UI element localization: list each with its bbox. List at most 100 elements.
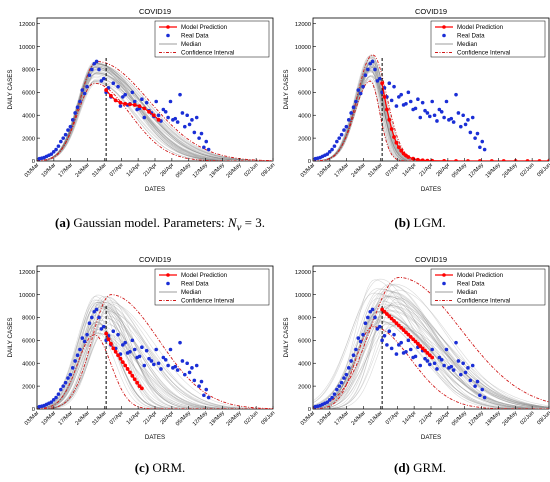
real-data-point	[468, 378, 473, 383]
real-data-point	[182, 372, 187, 377]
model-prediction-point	[139, 386, 144, 391]
legend-label: Model Prediction	[181, 272, 228, 279]
real-data-point	[90, 67, 94, 72]
real-data-point	[370, 59, 375, 64]
x-tick-label: 31/Mar	[367, 410, 384, 427]
ensemble-curve	[313, 54, 549, 161]
real-data-point	[356, 336, 361, 340]
real-data-point	[154, 347, 158, 352]
real-data-point	[425, 111, 430, 115]
median-line	[37, 72, 273, 161]
real-data-point	[366, 67, 370, 72]
model-prediction-point	[384, 312, 389, 316]
ensemble-curve	[313, 324, 549, 408]
ensemble-curve	[313, 283, 549, 409]
real-data-point	[408, 347, 413, 352]
real-data-point	[458, 124, 463, 129]
real-data-point	[480, 139, 485, 144]
real-data-point	[168, 347, 173, 352]
real-data-point	[101, 76, 106, 81]
real-data-point	[413, 106, 418, 111]
real-data-point	[389, 346, 394, 351]
ensemble-curve	[37, 299, 273, 409]
model-prediction-point	[108, 341, 113, 346]
ensemble-curve	[37, 306, 273, 409]
ensemble-curve	[37, 305, 273, 409]
x-tick-label: 05/May	[175, 162, 192, 179]
real-data-point	[66, 128, 70, 132]
model-prediction-point	[501, 159, 506, 161]
real-data-point	[449, 116, 454, 121]
real-data-point	[190, 366, 194, 370]
real-data-point	[168, 99, 173, 104]
model-prediction-point	[477, 159, 482, 161]
real-data-point	[442, 363, 446, 368]
real-data-point	[197, 384, 201, 388]
real-data-point	[97, 315, 101, 320]
real-data-point	[470, 115, 475, 120]
x-tick-label: 21/Apr	[143, 162, 159, 178]
real-data-point	[458, 372, 463, 377]
plot-area	[313, 54, 549, 161]
x-tick-label: 19/May	[209, 162, 226, 179]
real-data-point	[473, 136, 477, 140]
real-data-point	[351, 353, 356, 358]
real-data-point	[375, 327, 380, 331]
real-data-point	[406, 90, 411, 95]
real-data-point	[111, 329, 116, 334]
model-prediction-point	[142, 106, 147, 111]
model-prediction-point	[547, 159, 549, 161]
caption-text: Gaussian model. Parameters:	[70, 215, 228, 230]
real-data-point	[173, 364, 178, 369]
model-prediction-point	[525, 159, 530, 161]
y-tick-label: 10000	[19, 293, 35, 299]
x-axis-label: DATES	[145, 186, 165, 193]
real-data-point	[80, 88, 85, 92]
legend-label: Confidence Interval	[457, 298, 510, 305]
model-prediction-point	[513, 159, 518, 161]
real-data-point	[87, 73, 92, 77]
ensemble-curve	[313, 318, 549, 409]
model-prediction-point	[137, 384, 142, 389]
real-data-point	[194, 363, 199, 368]
legend-label: Model Prediction	[457, 24, 504, 31]
legend-swatch-real	[442, 33, 446, 38]
ensemble-curve	[37, 308, 273, 409]
x-tick-label: 02/Jun	[519, 410, 535, 426]
y-tick-label: 4000	[22, 113, 35, 119]
real-data-point	[468, 130, 473, 135]
real-data-point	[202, 145, 206, 150]
real-data-point	[142, 115, 147, 120]
real-data-point	[121, 343, 125, 347]
chart-title: COVID19	[139, 255, 171, 264]
ensemble-curve	[313, 289, 549, 408]
real-data-point	[73, 359, 77, 363]
confidence-interval-lower	[37, 82, 273, 161]
ensemble-curve	[37, 309, 273, 409]
real-data-point	[399, 92, 404, 97]
real-data-point	[175, 120, 180, 124]
real-data-point	[442, 115, 446, 120]
legend-label: Real Data	[457, 281, 485, 288]
real-data-point	[420, 100, 425, 105]
real-data-point	[475, 131, 480, 136]
real-data-point	[354, 347, 358, 352]
real-data-point	[389, 98, 394, 103]
real-data-point	[482, 395, 487, 400]
model-prediction-point	[394, 321, 399, 326]
ensemble-curve	[37, 324, 273, 409]
model-prediction-point	[118, 356, 123, 361]
y-tick-label: 8000	[298, 316, 311, 322]
real-data-point	[166, 115, 170, 120]
real-data-point	[187, 370, 192, 375]
model-prediction-point	[411, 156, 416, 161]
ensemble-curve	[313, 71, 549, 161]
confidence-interval-lower	[313, 326, 549, 409]
ensemble-curve	[313, 66, 549, 161]
model-prediction-point	[123, 363, 128, 368]
real-data-point	[132, 347, 137, 352]
x-tick-label: 17/Mar	[58, 162, 75, 179]
ensemble-curve	[313, 320, 549, 409]
legend-label: Median	[457, 41, 478, 48]
